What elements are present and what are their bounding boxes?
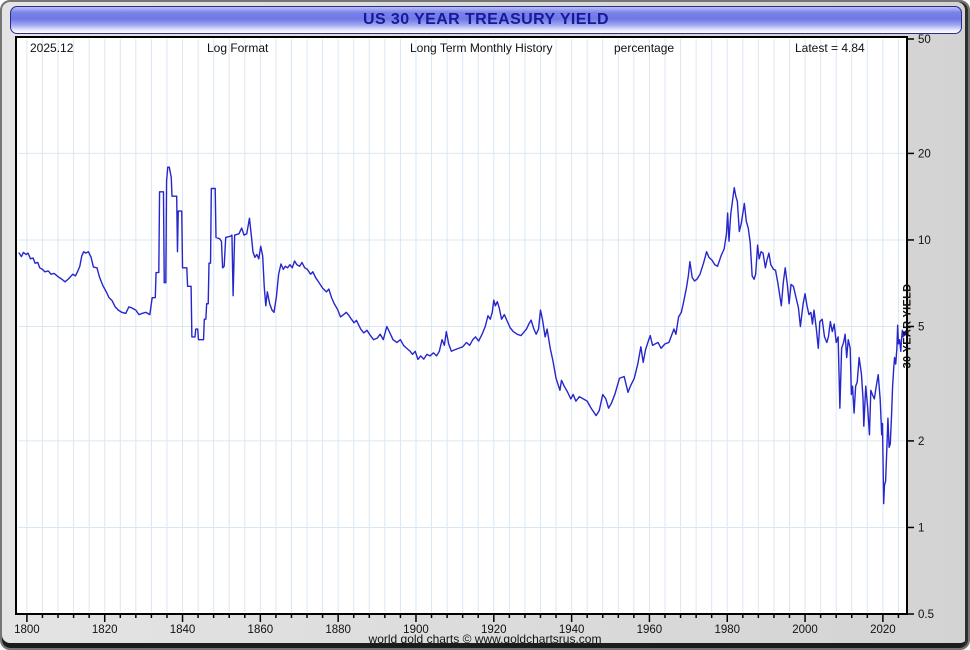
x-tick-label: 1920 [481, 624, 507, 636]
header-scale-label: Log Format [207, 41, 269, 55]
x-tick-label: 1960 [637, 624, 663, 636]
x-tick-label: 1880 [325, 624, 351, 636]
y-tick-label: 50 [918, 34, 931, 46]
x-tick-label: 2020 [870, 624, 896, 636]
header-date-label: 2025.12 [30, 41, 74, 55]
y-axis-title: 30 YEAR YIELD [901, 283, 914, 369]
y-tick-label: 2 [918, 436, 924, 448]
title-bar: US 30 YEAR TREASURY YIELD [10, 6, 962, 34]
y-tick-label: 5 [918, 322, 924, 334]
y-tick-label: 1 [918, 522, 924, 534]
yield-series-line [18, 166, 906, 505]
header-series-label: Long Term Monthly History [410, 41, 553, 55]
x-tick-label: 1900 [403, 624, 429, 636]
footer-credit: world gold charts © www.goldchartsrus.co… [368, 632, 602, 646]
x-tick-label: 1980 [714, 624, 740, 636]
y-tick-label: 20 [918, 148, 931, 160]
x-tick-label: 1940 [559, 624, 585, 636]
x-tick-label: 2000 [792, 624, 818, 636]
y-tick-label: 10 [918, 235, 931, 247]
x-tick-label: 1800 [14, 624, 40, 636]
x-tick-label: 1820 [92, 624, 118, 636]
y-tick-label: 0.5 [918, 609, 934, 621]
x-tick-label: 1860 [248, 624, 274, 636]
header-unit-label: percentage [614, 41, 675, 55]
header-latest-label: Latest = 4.84 [795, 41, 865, 55]
x-tick-label: 1840 [170, 624, 196, 636]
window-title: US 30 YEAR TREASURY YIELD [363, 11, 609, 28]
